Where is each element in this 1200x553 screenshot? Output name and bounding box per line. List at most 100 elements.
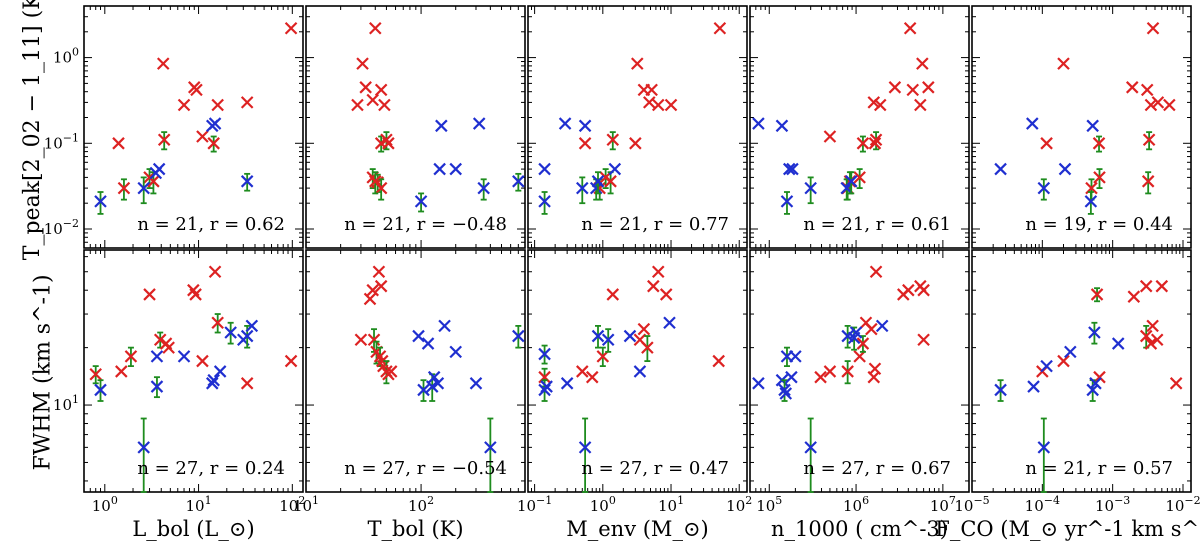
panel-r1c4-point [1093,370,1106,384]
panel-r0c4-point [1026,117,1039,130]
panel-r0c3-point [853,171,866,184]
panel-r1c3-xtick-label: 105 [756,494,782,515]
panel-r1c3-annotation: n = 27, r = 0.67 [803,458,951,479]
panel-r1c3-point [789,350,802,363]
panel-r1c2-point [637,322,651,336]
panel-r0c1-point [477,181,490,195]
panel-r1c0-frame [83,249,304,493]
panel-r1c0-point [143,288,156,301]
panel-r0c3-point [823,130,837,143]
panel-r0c2-point [608,162,622,176]
panel-r0c3-point [786,162,799,176]
panel-r1c4-point [1037,441,1051,454]
panel-r0c3-point [868,137,882,150]
panel-r1c2-point [712,354,725,368]
panel-r0c2-point [576,181,589,195]
panel-r0c4-point [1037,181,1051,195]
panel-r0c2-point [645,83,658,97]
panel-r0c1-point [449,162,462,176]
panel-r0c4-point [1057,57,1070,70]
panel-r0c4-point [1086,119,1099,133]
panel-r0c3-point [804,181,817,195]
panel-r1c3-point [865,322,878,336]
panel-r1c1-xlabel: T_bol (K) [367,517,463,541]
panel-r1c0-point [150,350,164,363]
panel-r1c2-point [647,279,660,293]
panel-r1c4-point [1057,354,1070,368]
panel-r0c0-point [240,96,254,109]
panel-r0c0-point [156,57,170,70]
panel-r0c0-point [211,98,224,112]
panel-r1c2-xlabel: M_env (M_⊙) [566,517,708,541]
panel-r1c3-point [917,333,930,347]
panel-r1c0-xtick-label: 100 [92,494,118,515]
panel-r0c3-point [782,162,796,176]
panel-r1c3-frame [749,249,970,493]
panel-r0c1-point [382,137,395,150]
panel-r1c2-xtick-label: 100 [590,494,616,515]
panel-r1c4-point [1088,326,1101,339]
panel-r0c0-point [177,98,191,112]
panel-r0c0-point [208,117,222,130]
row1-ylabel: FWHM (km s^-1) [30,274,56,471]
panel-r1c1-xtick-label: 102 [408,494,434,515]
panel-r1c2-point [601,333,615,347]
panel-r0c1-point [359,81,372,94]
panel-r0c3-point [752,117,765,130]
row0-ylabel: T_peak[2_02 − 1_11] (K) [20,0,46,261]
panel-r0c3-annotation: n = 21, r = 0.61 [803,214,951,235]
panel-r1c4-xtick-label: 10−5 [954,494,989,515]
panel-r1c1-point [417,383,430,397]
panel-r0c1-point [512,175,525,188]
panel-r1c4-xlabel: F_CO (M_⊙ yr^-1 km s^-1) [935,517,1200,541]
panel-r0c1-point [414,195,428,208]
panel-r1c1-point [512,329,525,343]
panel-r1c3-point [823,365,837,378]
panel-r0c4-point [1163,98,1176,112]
panel-r0c2-frame [527,5,748,249]
panel-r0c4-point [1085,181,1098,195]
panel-r0c0-point [112,137,125,150]
panel-r0c0-point [152,162,166,176]
panel-r1c3-point [779,387,793,400]
panel-r0c1-point [369,175,382,188]
panel-r1c0-point [94,383,107,397]
panel-r1c2-point [659,288,673,301]
panel-r1c4-point [1064,345,1077,359]
panel-r1c4-point [1040,359,1053,373]
panel-r0c3-point [914,98,927,112]
panel-r1c2-point [651,265,665,279]
panel-r1c0-ytick-label: 101 [53,393,79,414]
panel-r0c0-ytick-label: 10−1 [44,131,79,152]
panel-r0c2-point [604,175,617,188]
panel-r1c0-point [115,365,128,378]
panel-r1c1-point [354,333,368,347]
panel-r1c2-point [663,316,676,330]
panel-r0c2-point [643,96,656,109]
panel-r1c0-point [207,373,220,387]
panel-r0c3-point [888,81,902,94]
panel-r1c4-point [1150,333,1164,347]
panel-r0c1-point [433,162,446,176]
panel-r1c1-point [438,319,451,333]
panel-r1c3-point [785,370,798,384]
panel-r1c4-point [1144,337,1158,350]
panel-r1c0-point [150,380,164,393]
panel-r1c1-point [431,377,445,390]
panel-r1c3-point [856,337,870,350]
panel-r1c0-point [213,365,227,378]
panel-r1c4-point [1139,279,1153,293]
panel-r1c0-point [177,350,191,363]
panel-r0c0-ytick-label: 10−2 [44,217,79,238]
panel-r1c3-xtick-label: 106 [843,494,869,515]
panel-r0c0-point [137,181,150,195]
panel-r1c0-xlabel: L_bol (L_⊙) [132,517,254,541]
panel-r1c4-point [1090,288,1104,301]
panel-r0c3-point [869,133,883,147]
panel-r0c4-point [1140,83,1154,97]
panel-r1c4-point [1027,380,1040,393]
panel-r1c2-point [633,365,647,378]
panel-r1c0-point [189,288,202,301]
panel-r1c4-point [1146,319,1159,333]
